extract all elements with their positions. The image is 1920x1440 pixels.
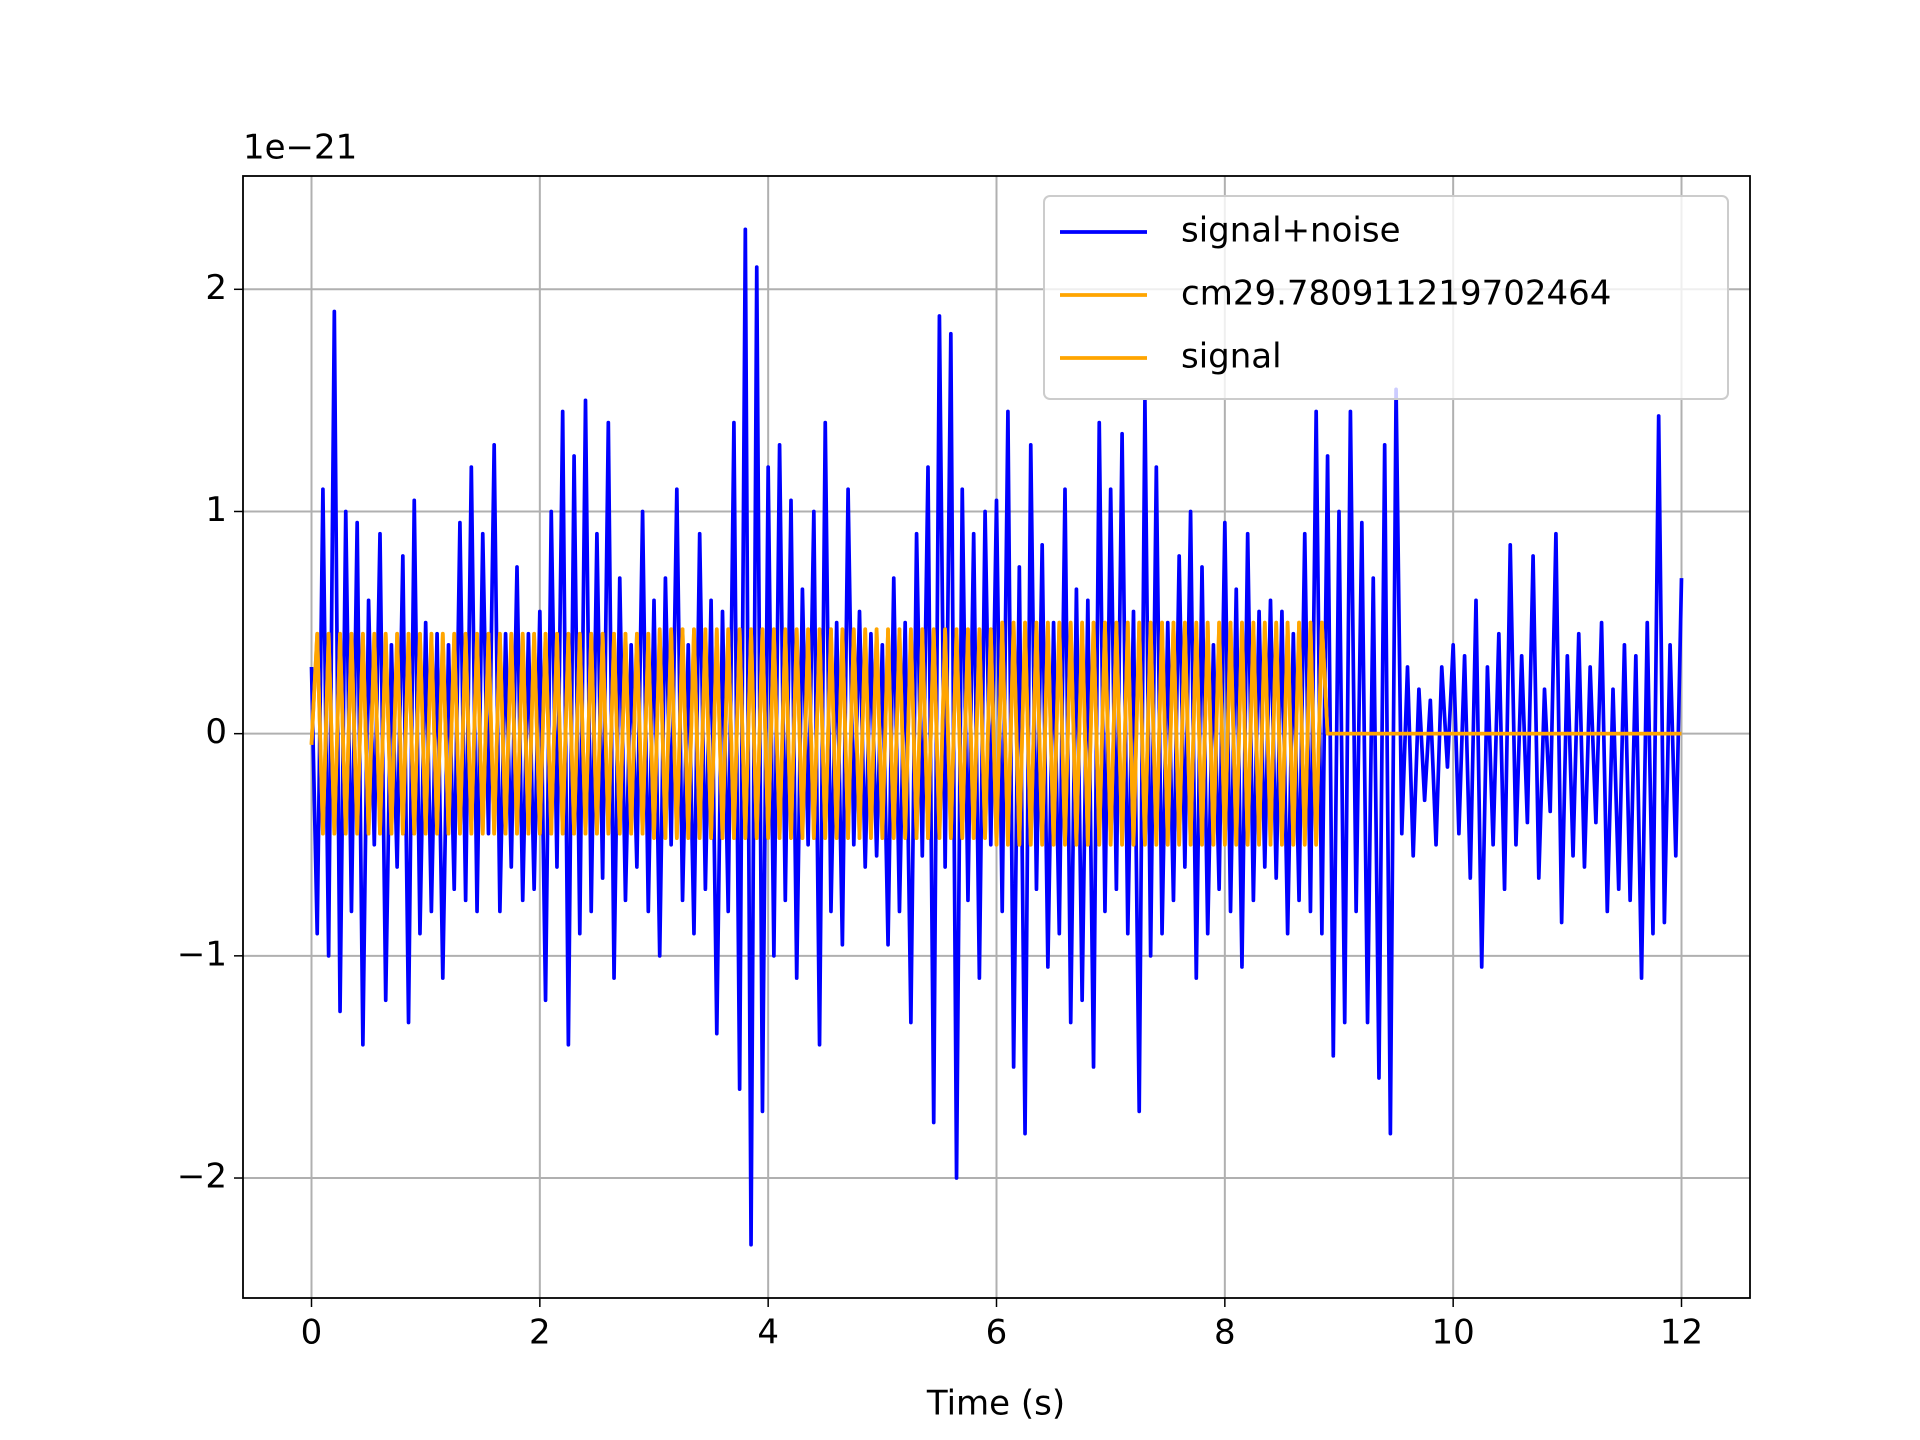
legend-label: signal+noise — [1181, 211, 1401, 251]
x-tick-label: 12 — [1660, 1313, 1703, 1353]
y-tick-label: 2 — [205, 268, 227, 308]
x-axis-label: Time (s) — [926, 1384, 1065, 1424]
series-line — [309, 620, 1682, 847]
x-tick-label: 2 — [529, 1313, 551, 1353]
y-tick-label: −2 — [177, 1157, 227, 1197]
y-tick-label: 1 — [205, 490, 227, 530]
legend: signal+noise cm29.780911219702464 signal — [1043, 195, 1729, 400]
offset-text: 1e−21 — [243, 128, 357, 168]
y-tick-label: 0 — [205, 712, 227, 752]
legend-box — [1043, 195, 1729, 400]
legend-label: signal — [1181, 337, 1282, 377]
x-tick-label: 10 — [1432, 1313, 1475, 1353]
series-line — [309, 227, 1684, 1247]
x-tick-label: 4 — [757, 1313, 779, 1353]
plot-frame — [242, 175, 1751, 1299]
x-tick-label: 0 — [301, 1313, 323, 1353]
x-tick-label: 6 — [986, 1313, 1008, 1353]
y-tick-label: −1 — [177, 934, 227, 974]
x-tick-label: 8 — [1214, 1313, 1236, 1353]
legend-label: cm29.780911219702464 — [1181, 274, 1611, 314]
